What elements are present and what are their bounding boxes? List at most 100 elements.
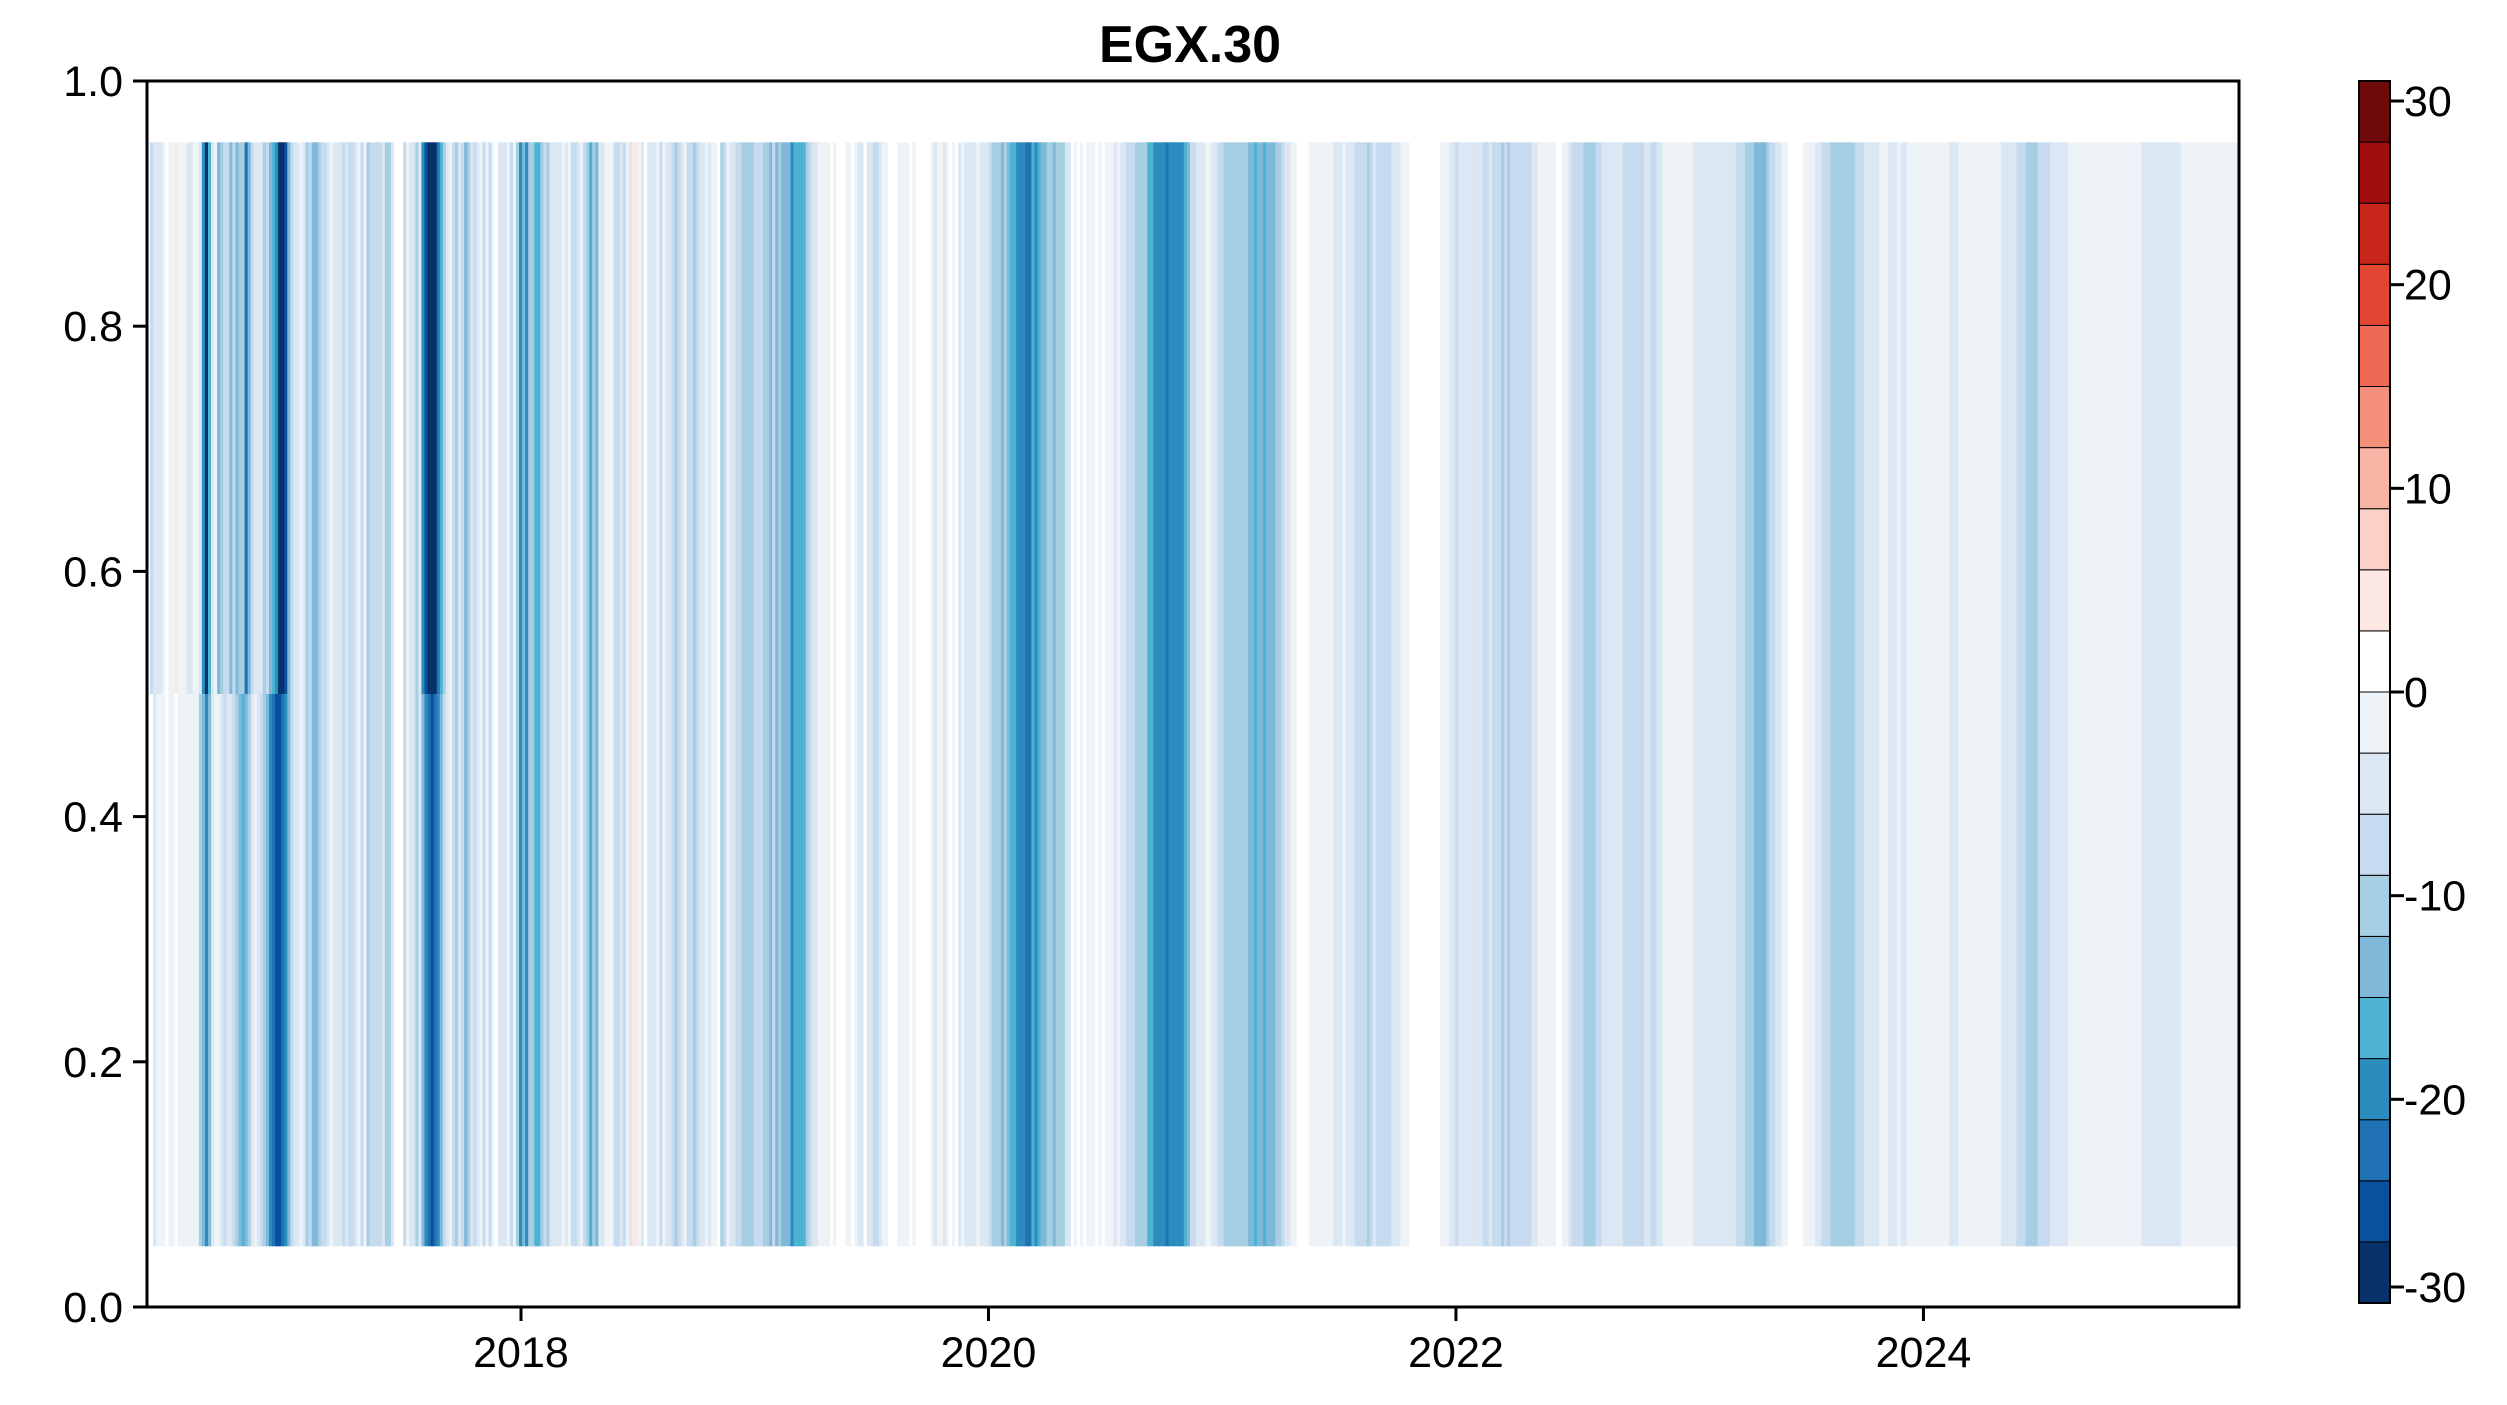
heatmap-cell xyxy=(622,694,627,1247)
heatmap-cell xyxy=(427,142,432,695)
heatmap-cell xyxy=(1055,142,1060,695)
heatmap-cell xyxy=(1930,694,1935,1247)
heatmap-cell xyxy=(1683,694,1688,1247)
heatmap-cell xyxy=(1153,694,1158,1247)
heatmap-cell xyxy=(1860,142,1865,695)
heatmap-cell xyxy=(1979,142,1984,695)
heatmap-cell xyxy=(1375,142,1380,695)
heatmap-cell xyxy=(302,694,307,1247)
heatmap-cell xyxy=(2202,694,2207,1247)
heatmap-cell xyxy=(1836,142,1841,695)
heatmap-cell xyxy=(1519,142,1523,695)
heatmap-cell xyxy=(1278,142,1283,695)
heatmap-cell xyxy=(229,694,233,1247)
heatmap-cell xyxy=(2232,694,2237,1247)
heatmap-cell xyxy=(1555,694,1560,1247)
heatmap-cell xyxy=(1738,142,1743,695)
heatmap-cell xyxy=(406,142,410,695)
heatmap-cell xyxy=(656,142,660,695)
heatmap-cell xyxy=(2223,694,2228,1247)
heatmap-cell xyxy=(659,694,663,1247)
heatmap-cell xyxy=(1924,142,1929,695)
heatmap-cell xyxy=(1757,694,1761,1247)
heatmap-cell xyxy=(531,694,535,1247)
heatmap-cell xyxy=(390,142,395,695)
heatmap-cell xyxy=(613,694,618,1247)
heatmap-cell xyxy=(1744,694,1749,1247)
heatmap-cell xyxy=(1726,142,1731,695)
heatmap-cell xyxy=(2016,142,2021,695)
heatmap-cell xyxy=(1927,694,1932,1247)
heatmap-cell xyxy=(967,142,971,695)
heatmap-cell xyxy=(1497,694,1502,1247)
heatmap-cell xyxy=(1183,142,1188,695)
heatmap-cell xyxy=(1314,694,1319,1247)
heatmap-cell xyxy=(1714,694,1719,1247)
heatmap-cell xyxy=(445,142,450,695)
heatmap-cell xyxy=(482,142,487,695)
heatmap-cell xyxy=(1946,694,1950,1247)
heatmap-cell xyxy=(455,142,459,695)
heatmap-cell xyxy=(1665,142,1670,695)
heatmap-cell xyxy=(433,694,438,1247)
heatmap-cell xyxy=(741,142,746,695)
heatmap-cell xyxy=(1217,694,1222,1247)
heatmap-cell xyxy=(1107,142,1112,695)
heatmap-cell xyxy=(1128,694,1133,1247)
heatmap-cell xyxy=(1132,142,1136,695)
heatmap-cell xyxy=(2220,142,2225,695)
heatmap-cell xyxy=(817,142,822,695)
heatmap-cell xyxy=(1467,694,1472,1247)
heatmap-cell xyxy=(1793,142,1798,695)
heatmap-cell xyxy=(451,694,456,1247)
heatmap-cell xyxy=(1854,694,1859,1247)
heatmap-cell xyxy=(668,142,673,695)
heatmap-cell xyxy=(305,142,310,695)
heatmap-cell xyxy=(1616,142,1621,695)
heatmap-cell xyxy=(1174,142,1179,695)
heatmap-cell xyxy=(156,142,160,695)
heatmap-cell xyxy=(1135,142,1139,695)
heatmap-cell xyxy=(360,142,365,695)
heatmap-cell xyxy=(1272,694,1276,1247)
heatmap-cell xyxy=(479,142,484,695)
heatmap-cell xyxy=(2001,694,2005,1247)
heatmap-cell xyxy=(1546,694,1551,1247)
heatmap-cell xyxy=(863,142,868,695)
heatmap-cell xyxy=(622,142,627,695)
heatmap-cell xyxy=(909,142,914,695)
heatmap-cell xyxy=(2153,142,2158,695)
heatmap-cell xyxy=(2056,694,2060,1247)
heatmap-cell xyxy=(1232,694,1237,1247)
heatmap-cell xyxy=(552,694,557,1247)
heatmap-cell xyxy=(1729,142,1734,695)
heatmap-cell xyxy=(1653,694,1658,1247)
heatmap-cell xyxy=(903,142,907,695)
heatmap-cell xyxy=(1150,694,1154,1247)
heatmap-cell xyxy=(2162,142,2167,695)
heatmap-cell xyxy=(1622,694,1627,1247)
heatmap-cell xyxy=(1909,694,1914,1247)
heatmap-cell xyxy=(1025,694,1029,1247)
heatmap-cell xyxy=(1528,142,1533,695)
heatmap-cell xyxy=(2083,142,2088,695)
heatmap-cell xyxy=(753,142,758,695)
heatmap-cell xyxy=(598,694,602,1247)
heatmap-cell xyxy=(1034,694,1039,1247)
heatmap-cell xyxy=(1537,694,1542,1247)
heatmap-cell xyxy=(833,694,837,1247)
heatmap-cell xyxy=(1476,694,1481,1247)
heatmap-cell xyxy=(1949,142,1953,695)
heatmap-cell xyxy=(1458,142,1462,695)
heatmap-cell xyxy=(1790,142,1795,695)
heatmap-cell xyxy=(2098,142,2103,695)
heatmap-cell xyxy=(1275,142,1279,695)
heatmap-cell xyxy=(1314,142,1319,695)
heatmap-cell xyxy=(1952,142,1956,695)
heatmap-cell xyxy=(604,694,609,1247)
heatmap-cell xyxy=(1363,142,1368,695)
heatmap-cell xyxy=(1970,694,1975,1247)
heatmap-cell xyxy=(1281,694,1286,1247)
heatmap-cell xyxy=(894,694,898,1247)
heatmap-cell xyxy=(897,694,901,1247)
